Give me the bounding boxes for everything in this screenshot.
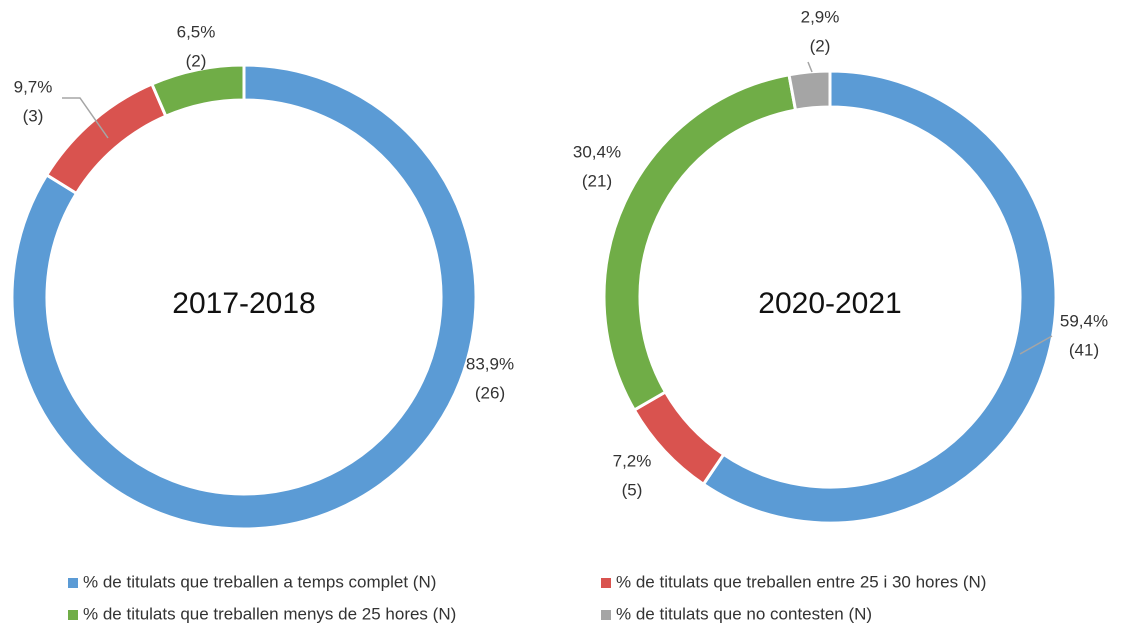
leader-line xyxy=(62,97,109,139)
value-label: 6,5% xyxy=(177,22,216,41)
donut-slice xyxy=(10,63,478,531)
legend-label: % de titulats que no contesten (N) xyxy=(616,604,872,623)
donut-slice xyxy=(602,73,798,413)
leader-line xyxy=(1019,335,1053,355)
legend-label: % de titulats que treballen a temps comp… xyxy=(83,572,436,591)
legend-swatch xyxy=(68,610,78,620)
donut-slice xyxy=(787,69,832,112)
donut-slice xyxy=(701,69,1058,525)
value-label: 7,2% xyxy=(613,451,652,470)
legend-swatch xyxy=(601,578,611,588)
count-label: (2) xyxy=(810,36,831,55)
count-label: (26) xyxy=(475,383,505,402)
chart-title: 2017-2018 xyxy=(172,287,315,320)
leader-line xyxy=(807,61,813,73)
donut-slice xyxy=(149,63,246,119)
count-label: (5) xyxy=(622,480,643,499)
value-label: 59,4% xyxy=(1060,311,1108,330)
count-label: (21) xyxy=(582,171,612,190)
legend-label: % de titulats que treballen entre 25 i 3… xyxy=(616,572,986,591)
legend-swatch xyxy=(601,610,611,620)
count-label: (41) xyxy=(1069,340,1099,359)
value-label: 30,4% xyxy=(573,142,621,161)
chart-title: 2020-2021 xyxy=(758,287,901,320)
value-label: 83,9% xyxy=(466,354,514,373)
count-label: (2) xyxy=(186,51,207,70)
count-label: (3) xyxy=(23,106,44,125)
donut-slice xyxy=(44,82,168,196)
legend-label: % de titulats que treballen menys de 25 … xyxy=(83,604,456,623)
value-label: 2,9% xyxy=(801,7,840,26)
value-label: 9,7% xyxy=(14,77,53,96)
legend-swatch xyxy=(68,578,78,588)
